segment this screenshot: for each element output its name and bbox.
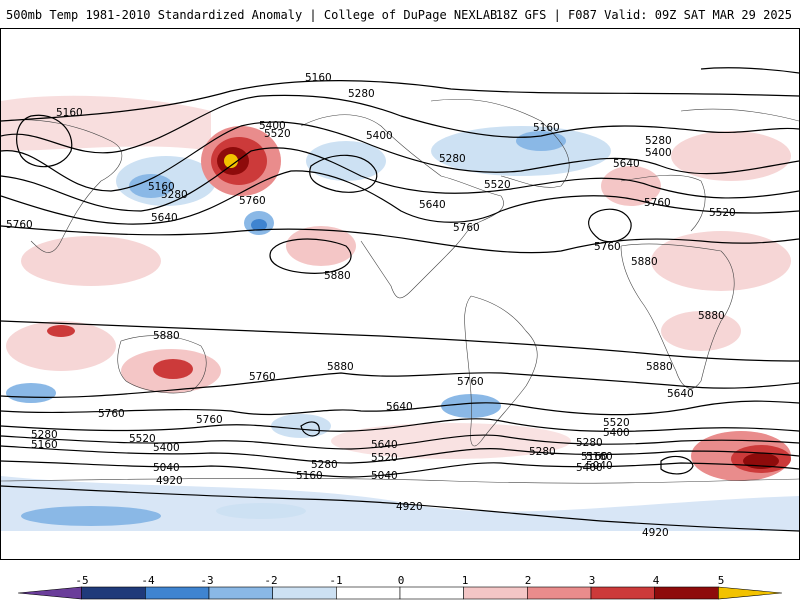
contour-label: 5640: [613, 158, 640, 170]
contour-label: 5040: [371, 470, 398, 482]
contour-label: 5040: [586, 460, 613, 472]
contour-label: 5640: [419, 199, 446, 211]
contour-label: 5880: [631, 256, 658, 268]
contour-label: 4920: [642, 527, 669, 539]
coastlines: [1, 98, 799, 484]
colorbar-swatch: [654, 586, 719, 600]
contour-label: 5400: [153, 442, 180, 454]
contour-label: 5280: [348, 88, 375, 100]
contour-label: 5400: [366, 130, 393, 142]
colorbar-swatch: [463, 586, 528, 600]
contour-label: 5520: [709, 207, 736, 219]
contour-label: 5640: [667, 388, 694, 400]
contour-label: 4920: [396, 501, 423, 513]
colorbar-swatches: [17, 586, 783, 600]
contour-label: 5880: [646, 361, 673, 373]
contour-label: 5280: [161, 189, 188, 201]
contour-label: 5760: [644, 197, 671, 209]
contour-label: 5280: [529, 446, 556, 458]
contour-label: 5160: [533, 122, 560, 134]
contour-label: 5760: [594, 241, 621, 253]
contour-label: 5160: [148, 181, 175, 193]
anomaly-colorbar: -5 -4 -3 -2 -1 0 1 2 3 4 5: [0, 572, 800, 600]
contour-label: 5640: [386, 401, 413, 413]
header: 500mb Temp 1981-2010 Standardized Anomal…: [0, 0, 800, 28]
colorbar-swatch: [590, 586, 655, 600]
contour-label: 5400: [603, 427, 630, 439]
contour-label: 5880: [153, 330, 180, 342]
colorbar-swatch: [527, 586, 592, 600]
contour-label: 5640: [371, 439, 398, 451]
contour-label: 5280: [576, 437, 603, 449]
anomaly-map: 5160 5280 5160 5400 5520 5160 5280 5640 …: [1, 67, 799, 539]
contour-label: 5040: [153, 462, 180, 474]
colorbar-tick-label: 1: [461, 574, 469, 587]
colorbar-tick-label: 0: [397, 574, 405, 587]
contour-label: 5280: [311, 459, 338, 471]
contour-label: 5880: [324, 270, 351, 282]
contour-label: 5160: [296, 470, 323, 482]
contour-label: 5160: [581, 451, 608, 463]
colorbar-tick-label: -1: [329, 574, 343, 587]
map-panel: 5160 5280 5160 5400 5520 5160 5280 5640 …: [0, 28, 800, 560]
contour-label: 5160: [31, 439, 58, 451]
contour-labels: 5160 5280 5160 5400 5520 5160 5280 5640 …: [6, 72, 736, 539]
map-title: 500mb Temp 1981-2010 Standardized Anomal…: [6, 8, 498, 22]
contour-label: 5160: [56, 107, 83, 119]
contour-label: 5760: [457, 376, 484, 388]
contour-label: 5880: [327, 361, 354, 373]
colorbar-tick-label: -2: [264, 574, 278, 587]
colorbar-tick-label: 3: [588, 574, 596, 587]
colorbar-tick-label: -5: [75, 574, 89, 587]
contour-label: 5520: [264, 128, 291, 140]
contour-label: 5880: [698, 310, 725, 322]
contour-label: 5160: [305, 72, 332, 84]
colorbar-tick-label: 5: [717, 574, 725, 587]
contour-label: 5640: [151, 212, 178, 224]
colorbar-swatch: [336, 586, 401, 600]
colorbar-tick-label: 2: [524, 574, 532, 587]
colorbar-tick-label: 4: [652, 574, 660, 587]
contour-label: 5760: [453, 222, 480, 234]
contour-label: 5760: [6, 219, 33, 231]
colorbar-tick-label: -3: [200, 574, 214, 587]
contour-label: 5760: [249, 371, 276, 383]
contour-label: 5160: [586, 451, 613, 463]
colorbar-swatch: [272, 586, 337, 600]
contour-label: 5760: [239, 195, 266, 207]
colorbar-tick-label: -4: [141, 574, 155, 587]
model-run-info: 18Z GFS | F087 Valid: 09Z SAT MAR 29 202…: [495, 8, 792, 22]
contour-label: 5280: [31, 429, 58, 441]
colorbar-swatch: [145, 586, 210, 600]
colorbar-swatch: [81, 586, 146, 600]
contour-label: 5760: [98, 408, 125, 420]
contour-label: 5520: [371, 452, 398, 464]
contour-label: 5400: [259, 120, 286, 132]
contour-label: 5520: [129, 433, 156, 445]
contour-label: 5400: [645, 147, 672, 159]
colorbar-swatch: [208, 586, 273, 600]
colorbar-swatch: [718, 586, 783, 600]
contour-label: 5760: [196, 414, 223, 426]
colorbar-swatch: [17, 586, 82, 600]
contour-label: 5520: [484, 179, 511, 191]
contour-label: 4920: [156, 475, 183, 487]
contour-label: 5280: [439, 153, 466, 165]
contour-label: 5520: [603, 417, 630, 429]
contour-label: 5280: [645, 135, 672, 147]
height-contours: [1, 67, 799, 532]
colorbar-swatch: [399, 586, 464, 600]
contour-label: 5400: [576, 462, 603, 474]
